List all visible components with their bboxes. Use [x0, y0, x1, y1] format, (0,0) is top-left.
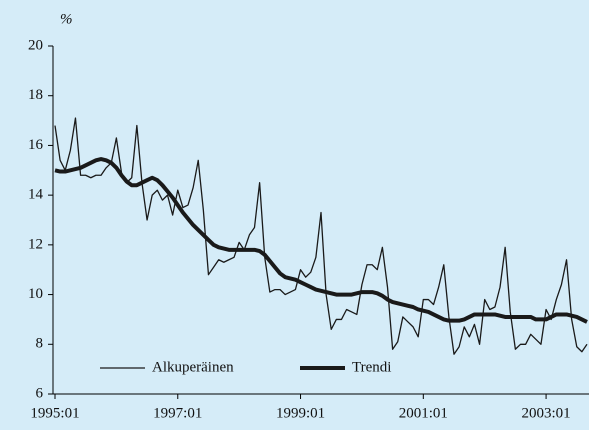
y-tick-label: 8 — [36, 336, 44, 352]
y-tick-label: 16 — [28, 137, 44, 153]
y-tick-label: 10 — [28, 286, 43, 302]
y-tick-label: 20 — [28, 37, 43, 53]
y-unit-label: % — [60, 11, 73, 27]
y-tick-label: 18 — [28, 87, 43, 103]
legend-label: Trendi — [352, 359, 391, 375]
series-line — [54, 117, 588, 355]
x-tick-label: 1995:01 — [30, 405, 79, 421]
y-tick-label: 6 — [36, 385, 44, 401]
x-tick-label: 1997:01 — [153, 405, 202, 421]
series-line — [54, 157, 588, 324]
y-tick-label: 12 — [28, 236, 43, 252]
x-tick-label: 2003:01 — [521, 405, 570, 421]
legend-label: Alkuperäinen — [152, 359, 234, 375]
y-tick-label: 14 — [28, 187, 44, 203]
x-tick-label: 1999:01 — [276, 405, 325, 421]
x-tick-label: 2001:01 — [399, 405, 448, 421]
